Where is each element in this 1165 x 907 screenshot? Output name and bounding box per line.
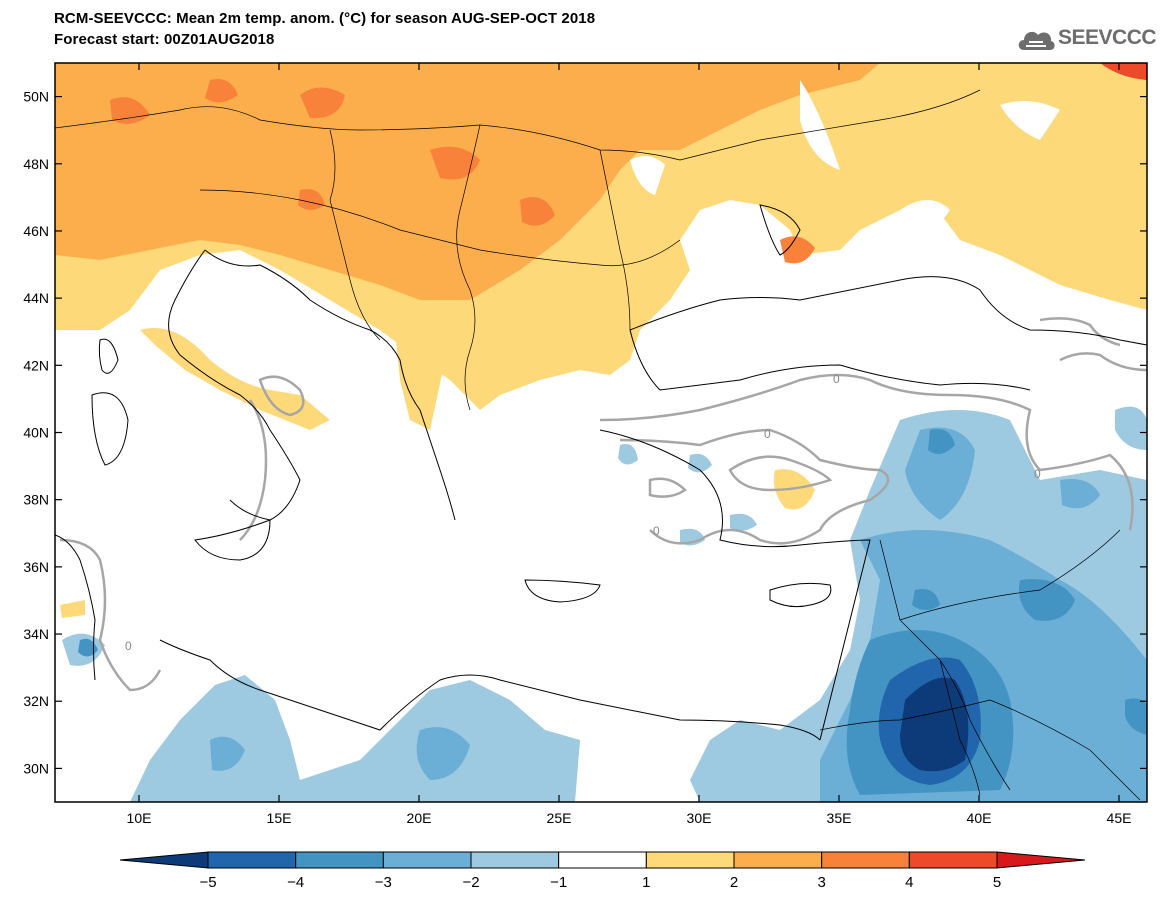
lat-tick-label: 40N [23,425,49,441]
lon-tick-label: 25E [547,810,572,826]
lon-tick-label: 15E [267,810,292,826]
colorbar-segment [382,851,472,869]
seevccc-logo: SEEVCCC [1016,22,1157,58]
contour-labels: 0 0 0 0 0 [125,372,1041,653]
lon-tick-label: 45E [1107,810,1132,826]
colorbar-segment [821,851,910,869]
colorbar-segment [295,851,384,869]
lat-tick-label: 32N [23,693,49,709]
colorbar-level-label: 4 [905,874,913,891]
lat-tick-label: 38N [23,492,49,508]
contour-label: 0 [653,524,660,538]
cold-anomaly-shading [62,406,1147,802]
logo-text: SEEVCCC [1058,26,1157,49]
warm-anomaly-shading [55,63,1147,618]
colorbar-lower-extension [119,851,209,869]
colorbar-level-label: 3 [817,874,825,891]
lat-tick-label: 48N [23,156,49,172]
longitude-axis: 10E 15E 20E 25E 30E 35E 40E 45E [127,63,1132,826]
lat-tick-label: 36N [23,559,49,575]
colorbar-level-label: 5 [993,874,1001,891]
colorbar-segment [908,851,998,869]
colorbar-level-label: 2 [730,874,738,891]
lat-tick-label: 30N [23,760,49,776]
lon-tick-label: 40E [967,810,992,826]
lon-tick-label: 10E [127,810,152,826]
colorbar-level-label: −5 [199,874,216,891]
colorbar: −5 −4 −3 −2 −1 1 2 3 4 5 [119,851,1086,891]
contour-label: 0 [1034,467,1041,481]
lat-tick-label: 34N [23,626,49,642]
map-plot-area: 0 0 0 0 0 [55,63,1147,802]
forecast-start-label: Forecast start: 00Z01AUG2018 [54,31,275,48]
colorbar-level-label: 1 [642,874,650,891]
contour-label: 0 [833,372,840,386]
colorbar-segment [558,851,647,869]
lat-tick-label: 44N [23,290,49,306]
contour-label: 0 [125,639,132,653]
map-title: RCM-SEEVCCC: Mean 2m temp. anom. (°C) fo… [54,10,596,27]
contour-label: 0 [764,427,771,441]
colorbar-upper-extension [996,851,1086,869]
lat-tick-label: 42N [23,357,49,373]
colorbar-segment [645,851,735,869]
latitude-axis: 50N 48N 46N 44N 42N 40N 38N 36N 34N 32N 30N [23,89,1147,776]
lat-tick-label: 50N [23,89,49,105]
colorbar-level-label: −3 [375,874,392,891]
lon-tick-label: 30E [687,810,712,826]
lat-tick-label: 46N [23,223,49,239]
country-borders [55,89,1141,801]
coastlines [55,204,1147,741]
cloud-icon [1018,31,1055,50]
colorbar-segment [733,851,823,869]
colorbar-level-label: −1 [550,874,567,891]
colorbar-level-label: −4 [287,874,304,891]
lon-tick-label: 35E [827,810,852,826]
lon-tick-label: 20E [407,810,432,826]
colorbar-level-label: −2 [462,874,479,891]
colorbar-segment [470,851,560,869]
colorbar-segment [207,851,297,869]
zero-contour-lines [59,317,1147,692]
